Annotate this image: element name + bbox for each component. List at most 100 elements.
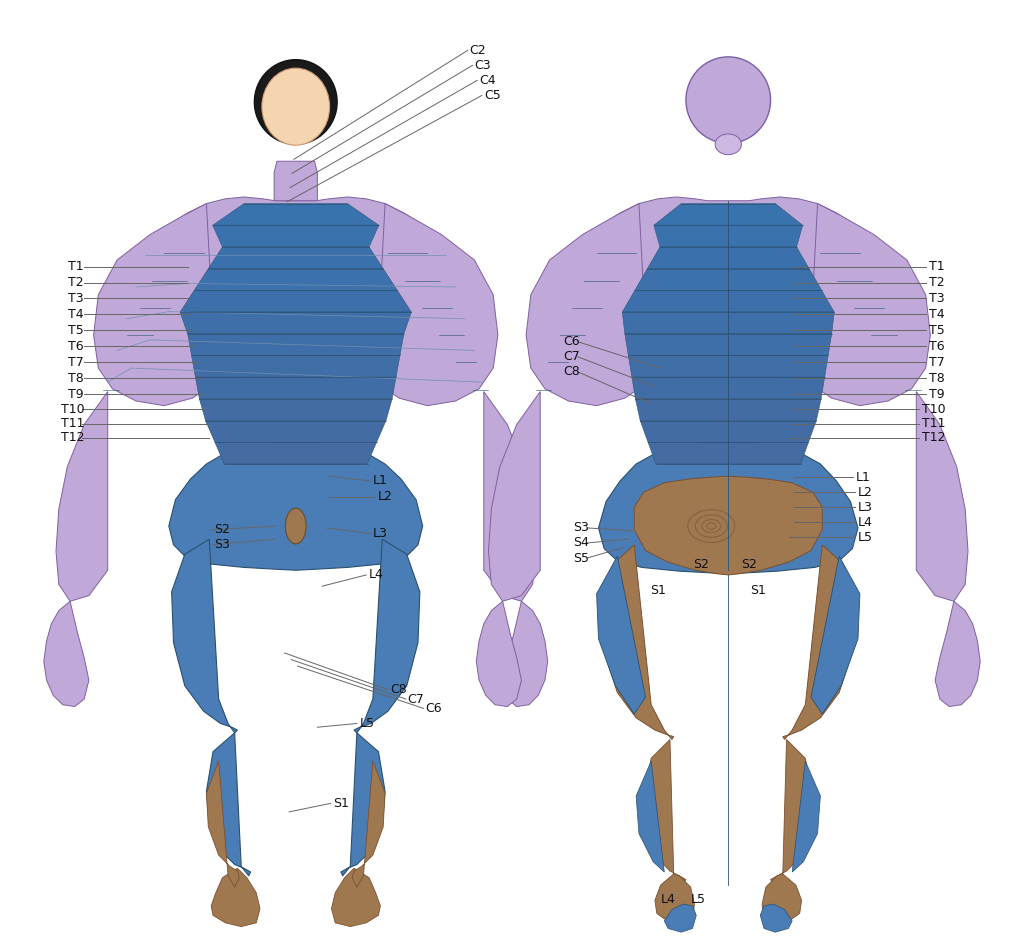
Polygon shape xyxy=(180,290,412,312)
Polygon shape xyxy=(636,761,665,872)
Polygon shape xyxy=(213,204,379,225)
Text: C6: C6 xyxy=(426,702,442,715)
Text: T10: T10 xyxy=(60,403,84,416)
Polygon shape xyxy=(916,391,968,602)
Ellipse shape xyxy=(254,59,337,144)
Text: T3: T3 xyxy=(929,292,944,305)
Text: S3: S3 xyxy=(214,538,229,552)
Polygon shape xyxy=(597,556,645,714)
Polygon shape xyxy=(808,204,931,405)
Polygon shape xyxy=(760,904,793,933)
Text: T8: T8 xyxy=(929,372,944,385)
Polygon shape xyxy=(169,443,423,571)
Text: T6: T6 xyxy=(69,339,84,353)
Text: L4: L4 xyxy=(369,569,384,582)
Polygon shape xyxy=(476,602,521,706)
Text: T12: T12 xyxy=(922,431,945,444)
Polygon shape xyxy=(632,377,824,399)
Text: C2: C2 xyxy=(470,43,486,57)
Polygon shape xyxy=(635,269,821,290)
Polygon shape xyxy=(341,733,385,876)
Polygon shape xyxy=(213,225,379,247)
Polygon shape xyxy=(206,421,386,442)
Polygon shape xyxy=(195,269,397,290)
Text: L2: L2 xyxy=(858,486,872,499)
Polygon shape xyxy=(623,290,835,312)
Text: L5: L5 xyxy=(690,893,706,906)
Polygon shape xyxy=(601,545,674,739)
Text: T7: T7 xyxy=(69,356,84,369)
Polygon shape xyxy=(56,391,108,602)
Polygon shape xyxy=(655,874,694,927)
Polygon shape xyxy=(376,204,498,405)
Polygon shape xyxy=(207,761,240,887)
Polygon shape xyxy=(274,161,317,201)
Text: T11: T11 xyxy=(60,417,84,430)
Text: C5: C5 xyxy=(483,89,501,102)
Text: T8: T8 xyxy=(69,372,84,385)
Text: T1: T1 xyxy=(69,260,84,273)
Polygon shape xyxy=(332,869,380,927)
Polygon shape xyxy=(634,476,822,575)
Text: L5: L5 xyxy=(359,717,375,730)
Text: T2: T2 xyxy=(929,276,944,289)
Text: T4: T4 xyxy=(929,308,944,321)
Text: L4: L4 xyxy=(660,893,676,906)
Polygon shape xyxy=(211,869,260,927)
Polygon shape xyxy=(644,739,686,884)
Polygon shape xyxy=(532,197,924,389)
Polygon shape xyxy=(93,204,216,405)
Polygon shape xyxy=(180,312,412,334)
Text: T2: T2 xyxy=(69,276,84,289)
Polygon shape xyxy=(665,904,696,933)
Polygon shape xyxy=(200,399,392,421)
Text: T5: T5 xyxy=(69,324,84,337)
Polygon shape xyxy=(629,356,828,377)
Text: L1: L1 xyxy=(856,471,871,484)
Polygon shape xyxy=(503,602,548,706)
Polygon shape xyxy=(782,545,855,739)
Polygon shape xyxy=(215,442,377,464)
Polygon shape xyxy=(623,312,835,334)
Text: C4: C4 xyxy=(479,74,496,87)
Polygon shape xyxy=(598,442,858,574)
Text: C7: C7 xyxy=(408,692,424,705)
Text: T6: T6 xyxy=(929,339,944,353)
Ellipse shape xyxy=(715,134,741,155)
Ellipse shape xyxy=(686,57,771,143)
Polygon shape xyxy=(196,377,396,399)
Polygon shape xyxy=(488,391,541,602)
Text: L5: L5 xyxy=(858,531,873,544)
Text: S3: S3 xyxy=(573,521,589,535)
Text: S5: S5 xyxy=(573,552,589,565)
Polygon shape xyxy=(640,421,816,442)
Polygon shape xyxy=(44,602,89,706)
Polygon shape xyxy=(636,399,821,421)
Text: S1: S1 xyxy=(334,797,349,810)
Polygon shape xyxy=(653,225,803,247)
Text: T10: T10 xyxy=(922,403,945,416)
Text: T11: T11 xyxy=(922,417,945,430)
Text: C3: C3 xyxy=(474,58,492,72)
Polygon shape xyxy=(793,761,820,872)
Polygon shape xyxy=(207,733,251,876)
Ellipse shape xyxy=(262,68,330,145)
Ellipse shape xyxy=(286,508,306,544)
Text: T5: T5 xyxy=(929,324,944,337)
Polygon shape xyxy=(647,247,809,269)
Polygon shape xyxy=(762,874,802,927)
Text: L3: L3 xyxy=(373,527,388,540)
Text: C6: C6 xyxy=(564,336,581,348)
Text: C8: C8 xyxy=(390,683,407,696)
Polygon shape xyxy=(208,247,383,269)
Text: S2: S2 xyxy=(693,558,710,571)
Text: L2: L2 xyxy=(378,490,392,504)
Text: S1: S1 xyxy=(750,585,766,598)
Polygon shape xyxy=(653,204,803,225)
Polygon shape xyxy=(625,334,831,356)
Polygon shape xyxy=(103,197,488,387)
Polygon shape xyxy=(187,334,403,356)
Text: S2: S2 xyxy=(741,558,758,571)
Text: T9: T9 xyxy=(929,388,944,401)
Text: C8: C8 xyxy=(564,365,581,378)
